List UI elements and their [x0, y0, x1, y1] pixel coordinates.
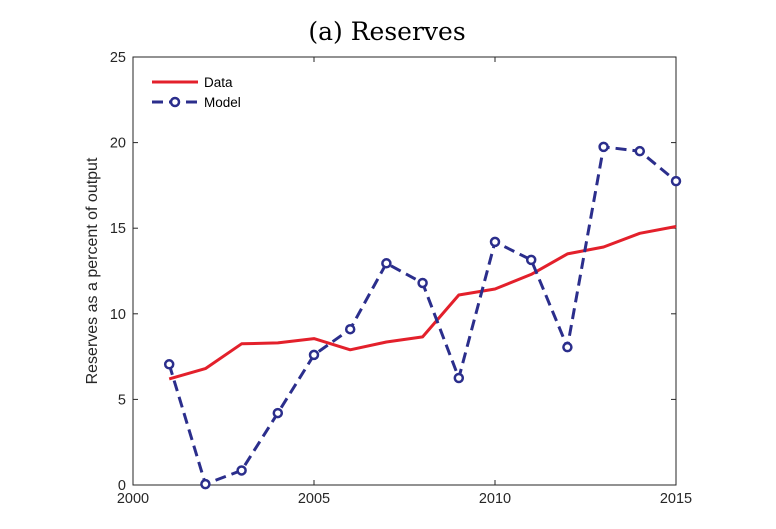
y-tick-label: 20 — [110, 136, 126, 152]
legend-marker — [169, 96, 181, 108]
series-point-model — [236, 465, 247, 476]
series-point-model — [200, 478, 211, 490]
series-point-model — [381, 258, 392, 269]
legend: Data Model — [152, 75, 241, 110]
series-point-model — [489, 236, 501, 248]
y-tick-label: 25 — [110, 50, 126, 66]
y-tick-label: 0 — [118, 478, 126, 494]
y-tick-label: 15 — [110, 221, 126, 237]
series-point-model — [598, 141, 609, 153]
legend-label-data: Data — [204, 75, 233, 90]
axis-ticks: 2000 2005 2010 2015 0 5 10 15 20 25 — [110, 50, 692, 507]
legend-label-model: Model — [204, 95, 241, 110]
series-point-model — [562, 341, 573, 353]
series-point-model — [634, 145, 646, 157]
y-axis-label: Reserves as a percent of output — [84, 157, 101, 384]
series-point-model — [417, 277, 428, 289]
plot-area — [132, 56, 677, 486]
series-point-model — [272, 407, 284, 419]
series-point-model — [453, 372, 465, 384]
y-tick-label: 10 — [110, 307, 126, 323]
x-tick-label: 2005 — [298, 491, 330, 507]
series-layer — [163, 141, 682, 490]
series-line-data — [168, 225, 677, 381]
chart-title: (a) Reserves — [308, 17, 465, 46]
series-point-model — [163, 359, 175, 370]
series-point-model — [670, 175, 682, 187]
x-tick-label: 2015 — [660, 491, 692, 507]
x-tick-label: 2010 — [479, 491, 511, 507]
y-tick-label: 5 — [118, 392, 126, 408]
series-point-model — [525, 254, 537, 266]
series-point-model — [344, 323, 356, 335]
series-point-model — [308, 349, 320, 361]
x-tick-label: 2000 — [117, 491, 149, 507]
